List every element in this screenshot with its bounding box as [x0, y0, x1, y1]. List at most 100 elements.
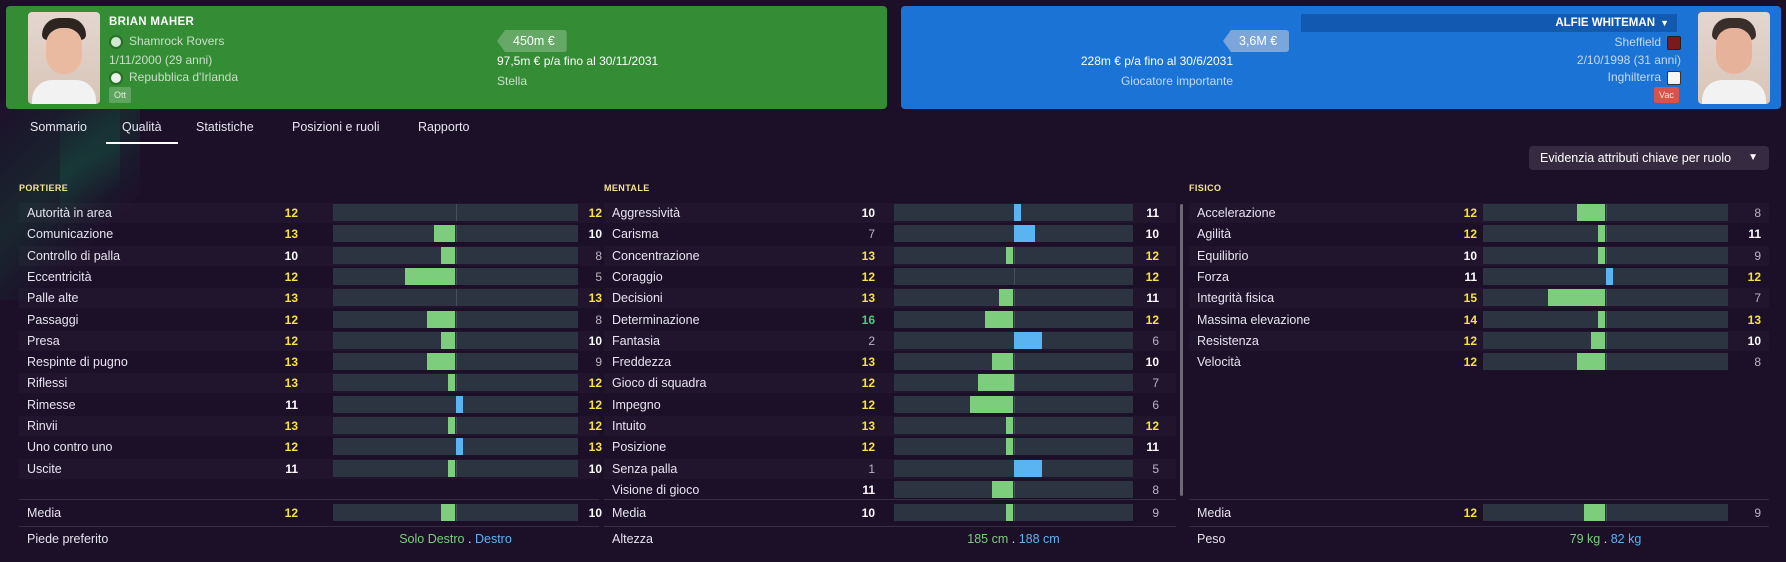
- attribute-value-right: 11: [1748, 227, 1761, 242]
- attribute-row[interactable]: Uno contro uno 12 13: [19, 437, 602, 457]
- attribute-value-right: 12: [588, 206, 602, 220]
- attribute-row[interactable]: Intuito 13 12: [604, 416, 1176, 436]
- player-selector-dropdown[interactable]: ALFIE WHITEMAN ▼: [1301, 14, 1677, 32]
- tab-qualita[interactable]: Qualità: [106, 120, 178, 144]
- attribute-row[interactable]: Coraggio 12 12: [604, 267, 1176, 287]
- left-player-name[interactable]: BRIAN MAHER: [109, 16, 195, 28]
- bar-center-line: [455, 310, 457, 328]
- attribute-row[interactable]: Equilibrio 10 9: [1189, 246, 1769, 266]
- footer-label: Peso: [1197, 532, 1226, 546]
- tab-rapporto[interactable]: Rapporto: [418, 120, 470, 134]
- attribute-name: Fantasia: [612, 333, 660, 348]
- attribute-row[interactable]: Autorità in area 12 12: [19, 203, 602, 223]
- bar-fill-left-advantage: [1006, 417, 1014, 434]
- attribute-row[interactable]: Respinte di pugno 13 9: [19, 352, 602, 372]
- right-player-nation[interactable]: Inghilterra: [1608, 70, 1681, 85]
- tab-posizioni-e-ruoli[interactable]: Posizioni e ruoli: [292, 120, 380, 134]
- footer-separator: .: [468, 532, 472, 546]
- attribute-row[interactable]: Aggressività 10 11: [604, 203, 1176, 223]
- attribute-name: Integrità fisica: [1197, 291, 1275, 306]
- attribute-row[interactable]: Massima elevazione 14 13: [1189, 310, 1769, 330]
- attribute-name: Riflessi: [27, 376, 68, 391]
- section-divider: [1189, 499, 1769, 500]
- attribute-row[interactable]: Rimesse 11 12: [19, 395, 602, 415]
- attribute-row[interactable]: Palle alte 13 13: [19, 288, 602, 308]
- attribute-bar: [333, 417, 578, 434]
- attribute-row[interactable]: Gioco di squadra 12 7: [604, 373, 1176, 393]
- attribute-name: Coraggio: [612, 269, 663, 284]
- attribute-name: Controllo di palla: [27, 248, 121, 263]
- attribute-bar: [894, 204, 1133, 221]
- attribute-row[interactable]: Resistenza 12 10: [1189, 331, 1769, 351]
- right-player-club[interactable]: Sheffield: [1615, 35, 1681, 50]
- footer-value-right: 82 kg: [1610, 532, 1642, 546]
- club-crest-icon: [109, 34, 123, 49]
- attribute-row[interactable]: Posizione 12 11: [604, 437, 1176, 457]
- bar-center-line: [1013, 504, 1015, 521]
- bar-center-line: [455, 417, 457, 434]
- attribute-value-left: 12: [1463, 355, 1477, 370]
- attribute-row[interactable]: Accelerazione 12 8: [1189, 203, 1769, 223]
- attribute-row[interactable]: Riflessi 13 12: [19, 373, 602, 393]
- section-divider: [19, 499, 599, 500]
- bar-fill-left-advantage: [441, 504, 456, 521]
- attribute-row[interactable]: Eccentricità 12 5: [19, 267, 602, 287]
- attribute-row[interactable]: Impegno 12 6: [604, 395, 1176, 415]
- attribute-value-left: 12: [861, 376, 875, 391]
- attribute-row[interactable]: Rinvii 13 12: [19, 416, 602, 436]
- attribute-value-right: 8: [595, 312, 602, 327]
- attribute-row[interactable]: Concentrazione 13 12: [604, 246, 1176, 266]
- bar-center-line: [1013, 310, 1015, 328]
- attribute-bar: [894, 395, 1133, 413]
- attribute-value-right: 12: [1145, 312, 1159, 327]
- left-player-club[interactable]: Shamrock Rovers: [109, 34, 224, 49]
- attribute-row[interactable]: Agilità 12 11: [1189, 224, 1769, 244]
- attribute-row[interactable]: Freddezza 13 10: [604, 352, 1176, 372]
- footer-label: Piede preferito: [27, 532, 109, 546]
- attribute-name: Carisma: [612, 227, 659, 242]
- mentale-scrollbar[interactable]: [1180, 204, 1183, 496]
- attribute-row[interactable]: Presa 12 10: [19, 331, 602, 351]
- left-player-avatar[interactable]: [28, 12, 100, 104]
- bar-center-line: [1013, 289, 1015, 307]
- highlight-key-attributes-button[interactable]: Evidenzia attributi chiave per ruolo ▼: [1529, 146, 1769, 170]
- attribute-value-right: 11: [1146, 440, 1159, 455]
- attribute-row[interactable]: Controllo di palla 10 8: [19, 246, 602, 266]
- attribute-value-left: 12: [284, 333, 298, 348]
- attribute-value-left: 11: [862, 482, 875, 497]
- attribute-name: Comunicazione: [27, 227, 114, 242]
- average-value-right: 9: [1152, 506, 1159, 520]
- attribute-row[interactable]: Forza 11 12: [1189, 267, 1769, 287]
- attribute-value-right: 12: [588, 397, 602, 412]
- attribute-row[interactable]: Uscite 11 10: [19, 459, 602, 479]
- attribute-value-right: 10: [1145, 355, 1159, 370]
- attribute-bar: [894, 225, 1133, 243]
- attribute-value-left: 13: [861, 291, 875, 306]
- attribute-row[interactable]: Carisma 7 10: [604, 224, 1176, 244]
- average-row: Media 10 9: [604, 503, 1176, 523]
- attribute-name: Agilità: [1197, 227, 1232, 242]
- attribute-bar: [894, 480, 1133, 498]
- attribute-value-left: 11: [285, 397, 298, 412]
- attribute-value-left: 12: [861, 397, 875, 412]
- bar-fill-left-advantage: [1591, 331, 1606, 349]
- attribute-row[interactable]: Visione di gioco 11 8: [604, 480, 1176, 500]
- tab-statistiche[interactable]: Statistiche: [196, 120, 254, 134]
- footer-value-left: Solo Destro: [399, 532, 465, 546]
- right-player-contract: 228m € p/a fino al 30/6/2031: [1080, 54, 1233, 68]
- attribute-row[interactable]: Decisioni 13 11: [604, 288, 1176, 308]
- attribute-name: Autorità in area: [27, 206, 112, 220]
- bar-center-line: [1013, 417, 1015, 434]
- attribute-row[interactable]: Velocità 12 8: [1189, 352, 1769, 372]
- attribute-row[interactable]: Passaggi 12 8: [19, 310, 602, 330]
- tab-sommario[interactable]: Sommario: [30, 120, 87, 134]
- attribute-bar: [894, 504, 1133, 521]
- attribute-row[interactable]: Comunicazione 13 10: [19, 224, 602, 244]
- attribute-row[interactable]: Integrità fisica 15 7: [1189, 288, 1769, 308]
- attribute-value-left: 12: [284, 206, 298, 220]
- left-player-nation[interactable]: Repubblica d'Irlanda: [109, 70, 238, 85]
- attribute-row[interactable]: Senza palla 1 5: [604, 459, 1176, 479]
- attribute-row[interactable]: Fantasia 2 6: [604, 331, 1176, 351]
- right-player-avatar[interactable]: [1698, 12, 1770, 104]
- attribute-row[interactable]: Determinazione 16 12: [604, 310, 1176, 330]
